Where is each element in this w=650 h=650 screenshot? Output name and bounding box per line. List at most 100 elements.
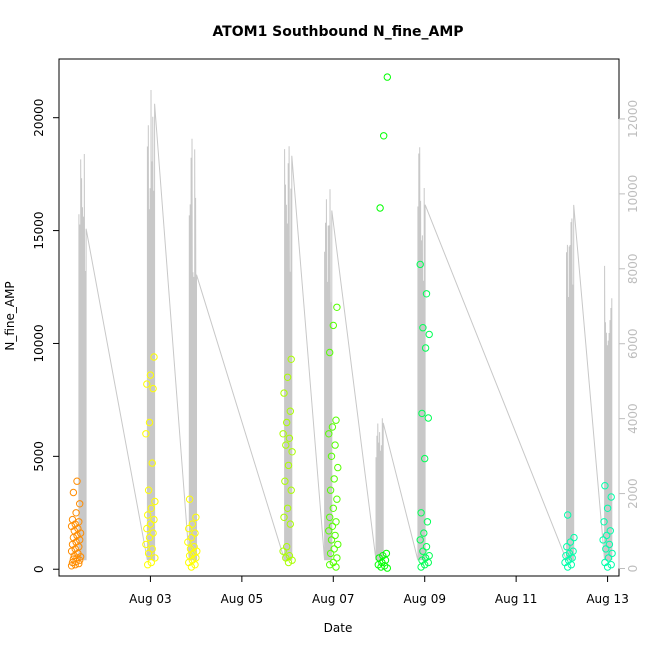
data-point — [69, 533, 78, 542]
data-point — [374, 561, 382, 569]
line-series-path — [78, 89, 613, 561]
data-point — [570, 533, 578, 542]
data-point — [279, 430, 287, 438]
point-cluster — [279, 355, 296, 567]
data-point — [281, 477, 289, 485]
data-point — [326, 486, 335, 494]
point-cluster — [416, 260, 433, 571]
data-point — [185, 495, 194, 503]
data-point — [187, 533, 196, 542]
data-point — [280, 389, 288, 397]
point-cluster — [142, 353, 159, 569]
data-point — [288, 448, 296, 456]
x-axis-label: Date — [324, 621, 353, 635]
data-point — [285, 552, 294, 560]
data-point — [379, 552, 387, 560]
data-point — [186, 545, 195, 553]
point-cluster — [374, 73, 391, 572]
data-point — [383, 73, 391, 81]
data-point — [332, 518, 340, 526]
y-right-tick-label: 0 — [626, 565, 640, 573]
data-point — [145, 418, 154, 427]
data-point — [282, 441, 290, 449]
data-point — [599, 536, 607, 544]
y-left-tick-label: 0 — [32, 565, 46, 573]
data-point — [424, 414, 432, 422]
data-point — [286, 407, 294, 415]
data-point — [425, 330, 433, 339]
data-point — [422, 543, 431, 551]
data-point — [329, 321, 337, 330]
data-point — [565, 549, 574, 558]
data-point — [607, 561, 615, 569]
data-point — [69, 555, 78, 563]
data-point — [328, 423, 337, 431]
x-tick-label: Aug 05 — [221, 592, 264, 606]
data-point — [330, 545, 338, 553]
data-point — [283, 373, 292, 381]
data-point — [602, 545, 610, 553]
data-point — [422, 290, 431, 298]
data-point — [283, 418, 291, 427]
data-point — [326, 549, 335, 558]
x-tick-label: Aug 09 — [403, 592, 446, 606]
data-point — [601, 558, 609, 567]
data-point — [285, 434, 294, 442]
data-point — [329, 504, 337, 512]
data-point — [419, 324, 427, 332]
data-point — [68, 540, 77, 549]
data-point — [326, 348, 334, 357]
y-axis-label: N_fine_AMP — [3, 281, 17, 350]
line-series — [78, 89, 613, 561]
data-point — [333, 303, 341, 311]
data-point — [145, 533, 154, 542]
data-point — [148, 459, 156, 467]
data-point — [604, 554, 613, 562]
y-right-tick-label: 12000 — [626, 100, 640, 138]
data-point — [561, 558, 569, 567]
y-left-tick-label: 5000 — [32, 441, 46, 472]
data-point — [418, 409, 426, 418]
data-point — [67, 547, 76, 555]
data-point — [188, 520, 197, 528]
data-point — [326, 513, 334, 521]
point-cluster — [561, 511, 578, 571]
axes: Aug 03 Aug 05 Aug 07 Aug 09 Aug 11 Aug 13 0 500… — [32, 99, 640, 606]
y-right-tick-label: 10000 — [626, 175, 640, 213]
data-point — [327, 536, 336, 544]
data-point — [334, 540, 342, 549]
data-point — [279, 547, 287, 555]
data-point — [282, 554, 290, 562]
data-point — [146, 371, 155, 379]
y-left-tick-label: 20000 — [32, 99, 46, 137]
data-point — [325, 527, 333, 535]
data-point — [416, 260, 424, 269]
data-point — [563, 543, 571, 551]
data-point — [331, 441, 339, 449]
data-point — [380, 132, 388, 140]
data-point — [69, 488, 78, 497]
data-point — [76, 500, 84, 508]
data-point — [562, 552, 570, 560]
y-right-tick-label: 8000 — [626, 254, 640, 285]
data-point — [151, 497, 159, 506]
data-point — [332, 416, 340, 424]
data-point — [421, 554, 430, 562]
x-tick-label: Aug 07 — [312, 592, 355, 606]
data-point — [605, 540, 614, 549]
data-point — [603, 531, 611, 540]
data-point — [190, 543, 198, 551]
data-point — [185, 558, 193, 567]
data-point — [147, 504, 156, 512]
y-left-tick-label: 15000 — [32, 211, 46, 249]
data-point — [283, 543, 291, 551]
data-point — [68, 558, 77, 567]
data-point — [419, 547, 427, 555]
data-point — [144, 486, 153, 494]
data-point — [566, 538, 575, 546]
data-point — [425, 552, 433, 560]
data-point — [334, 463, 342, 472]
data-point — [333, 554, 341, 562]
data-point — [382, 549, 391, 558]
